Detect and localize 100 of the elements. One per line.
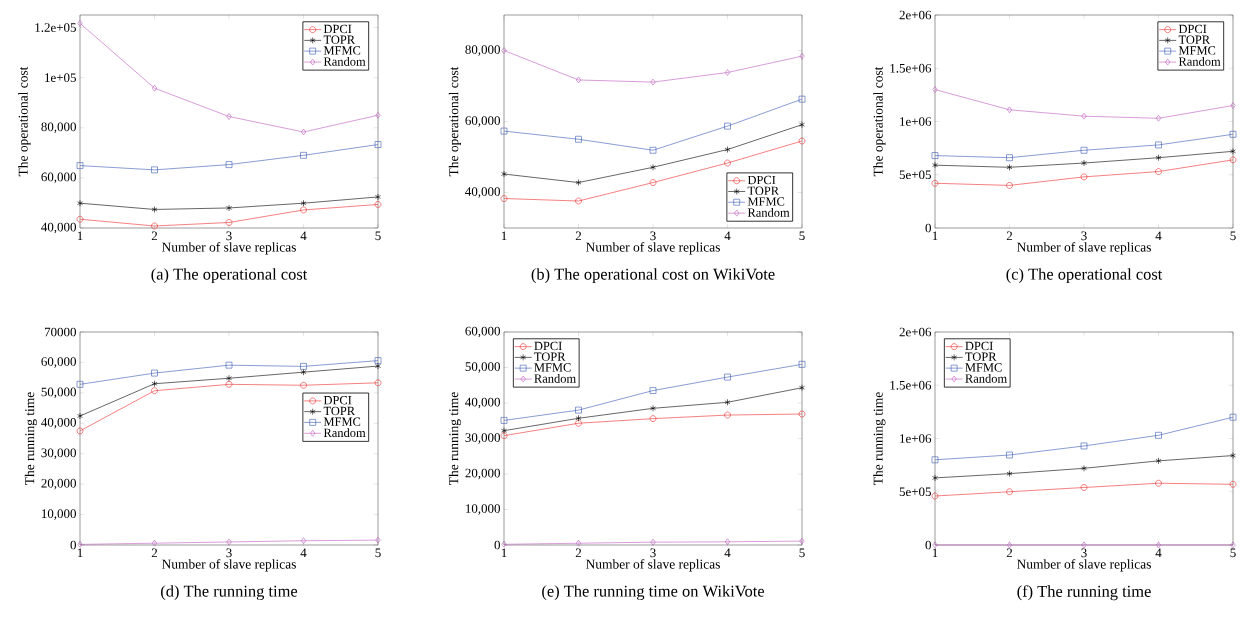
legend-label: TOPR: [965, 352, 997, 361]
point: [1006, 488, 1013, 496]
point: [300, 363, 307, 370]
y-tick-label: 20,000: [465, 468, 500, 480]
legend-label: Random: [323, 428, 366, 438]
point: [225, 161, 233, 168]
x-tick-label: 5: [799, 231, 805, 241]
point: [300, 152, 307, 159]
point: [650, 163, 656, 171]
point: [500, 127, 508, 135]
point: [799, 52, 805, 60]
x-tick-label: 3: [1081, 231, 1087, 241]
legend-label: DPCI: [965, 341, 993, 351]
point: [575, 179, 582, 186]
legend-label: Random: [323, 56, 366, 66]
y-tick-label: 50,000: [41, 387, 76, 399]
legend-label: DPCI: [1178, 24, 1207, 34]
point: [932, 161, 938, 169]
point: [77, 541, 83, 548]
point: [225, 219, 233, 226]
point: [724, 69, 731, 76]
point: [300, 368, 307, 376]
y-tick-label: 40,000: [465, 397, 500, 409]
y-tick-label: 70000: [44, 327, 76, 337]
legend-label: MFMC: [965, 363, 1002, 372]
point: [501, 47, 507, 54]
point: [1080, 146, 1088, 154]
x-tick-label: 1: [932, 231, 938, 241]
y-tick-label: 5e+05: [899, 487, 931, 497]
y-tick-label: 30,000: [41, 448, 76, 460]
point: [724, 398, 731, 406]
y-tick-label: 0: [70, 540, 76, 550]
y-tick-label: 2e+06: [899, 327, 932, 337]
point: [649, 387, 657, 394]
point: [724, 122, 731, 130]
point: [575, 76, 582, 84]
x-tick-label: 3: [1081, 548, 1087, 558]
x-tick-label: 5: [799, 548, 805, 558]
y-axis-title: The operational cost: [448, 66, 462, 177]
point: [1155, 141, 1162, 149]
point: [1006, 106, 1013, 114]
point: [151, 539, 158, 547]
text: (b) The operational cost on WikiVote: [531, 268, 775, 284]
y-axis-title: The running time: [24, 392, 38, 485]
y-tick-label: 10,000: [466, 504, 500, 515]
point: [798, 95, 806, 103]
legend-label: TOPR: [323, 35, 356, 44]
x-tick-label: 1: [501, 548, 507, 558]
point: [500, 432, 508, 439]
legend-label: TOPR: [1178, 35, 1211, 44]
point: [724, 146, 731, 153]
text: (c) The operational cost: [1006, 268, 1163, 284]
point: [1155, 168, 1162, 175]
y-tick-label: 50,000: [465, 362, 500, 373]
y-axis-title: The running time: [448, 392, 462, 485]
x-tick-label: 1: [932, 548, 938, 558]
y-tick-label: 1.2e+05: [35, 23, 76, 32]
point: [375, 111, 381, 119]
point: [724, 538, 731, 546]
x-tick-label: 4: [724, 231, 731, 241]
point: [1006, 470, 1013, 477]
x-tick-label: 2: [575, 548, 582, 558]
point: [931, 492, 939, 500]
point: [501, 540, 507, 548]
y-tick-label: 1e+05: [45, 73, 76, 83]
point: [375, 362, 381, 370]
legend-label: DPCI: [323, 24, 352, 34]
point: [575, 419, 582, 427]
point: [798, 410, 806, 418]
point: [1081, 465, 1087, 472]
point: [77, 412, 83, 420]
point: [799, 384, 805, 392]
point: [76, 162, 84, 169]
legend-label: Random: [1178, 56, 1221, 66]
text: (e) The running time on WikiVote: [542, 585, 765, 601]
legend-label: TOPR: [323, 406, 356, 416]
point: [1006, 164, 1013, 171]
point: [575, 197, 582, 205]
point: [1080, 484, 1088, 491]
legend-label: MFMC: [323, 46, 361, 55]
point: [225, 381, 233, 388]
x-tick-label: 1: [77, 548, 83, 558]
point: [300, 206, 307, 214]
point: [575, 414, 582, 422]
x-axis-title: Number of slave replicas: [585, 559, 720, 572]
point: [1006, 154, 1013, 162]
point: [1229, 156, 1237, 164]
x-tick-label: 4: [724, 548, 731, 558]
legend-label: TOPR: [534, 352, 566, 361]
x-tick-label: 4: [1155, 231, 1162, 241]
point: [650, 78, 656, 86]
point: [799, 121, 805, 128]
point: [151, 84, 158, 92]
point: [649, 146, 657, 154]
point: [300, 381, 307, 389]
point: [932, 474, 938, 482]
point: [575, 539, 582, 547]
point: [151, 387, 158, 395]
point: [798, 361, 806, 368]
y-tick-label: 40,000: [41, 222, 76, 234]
